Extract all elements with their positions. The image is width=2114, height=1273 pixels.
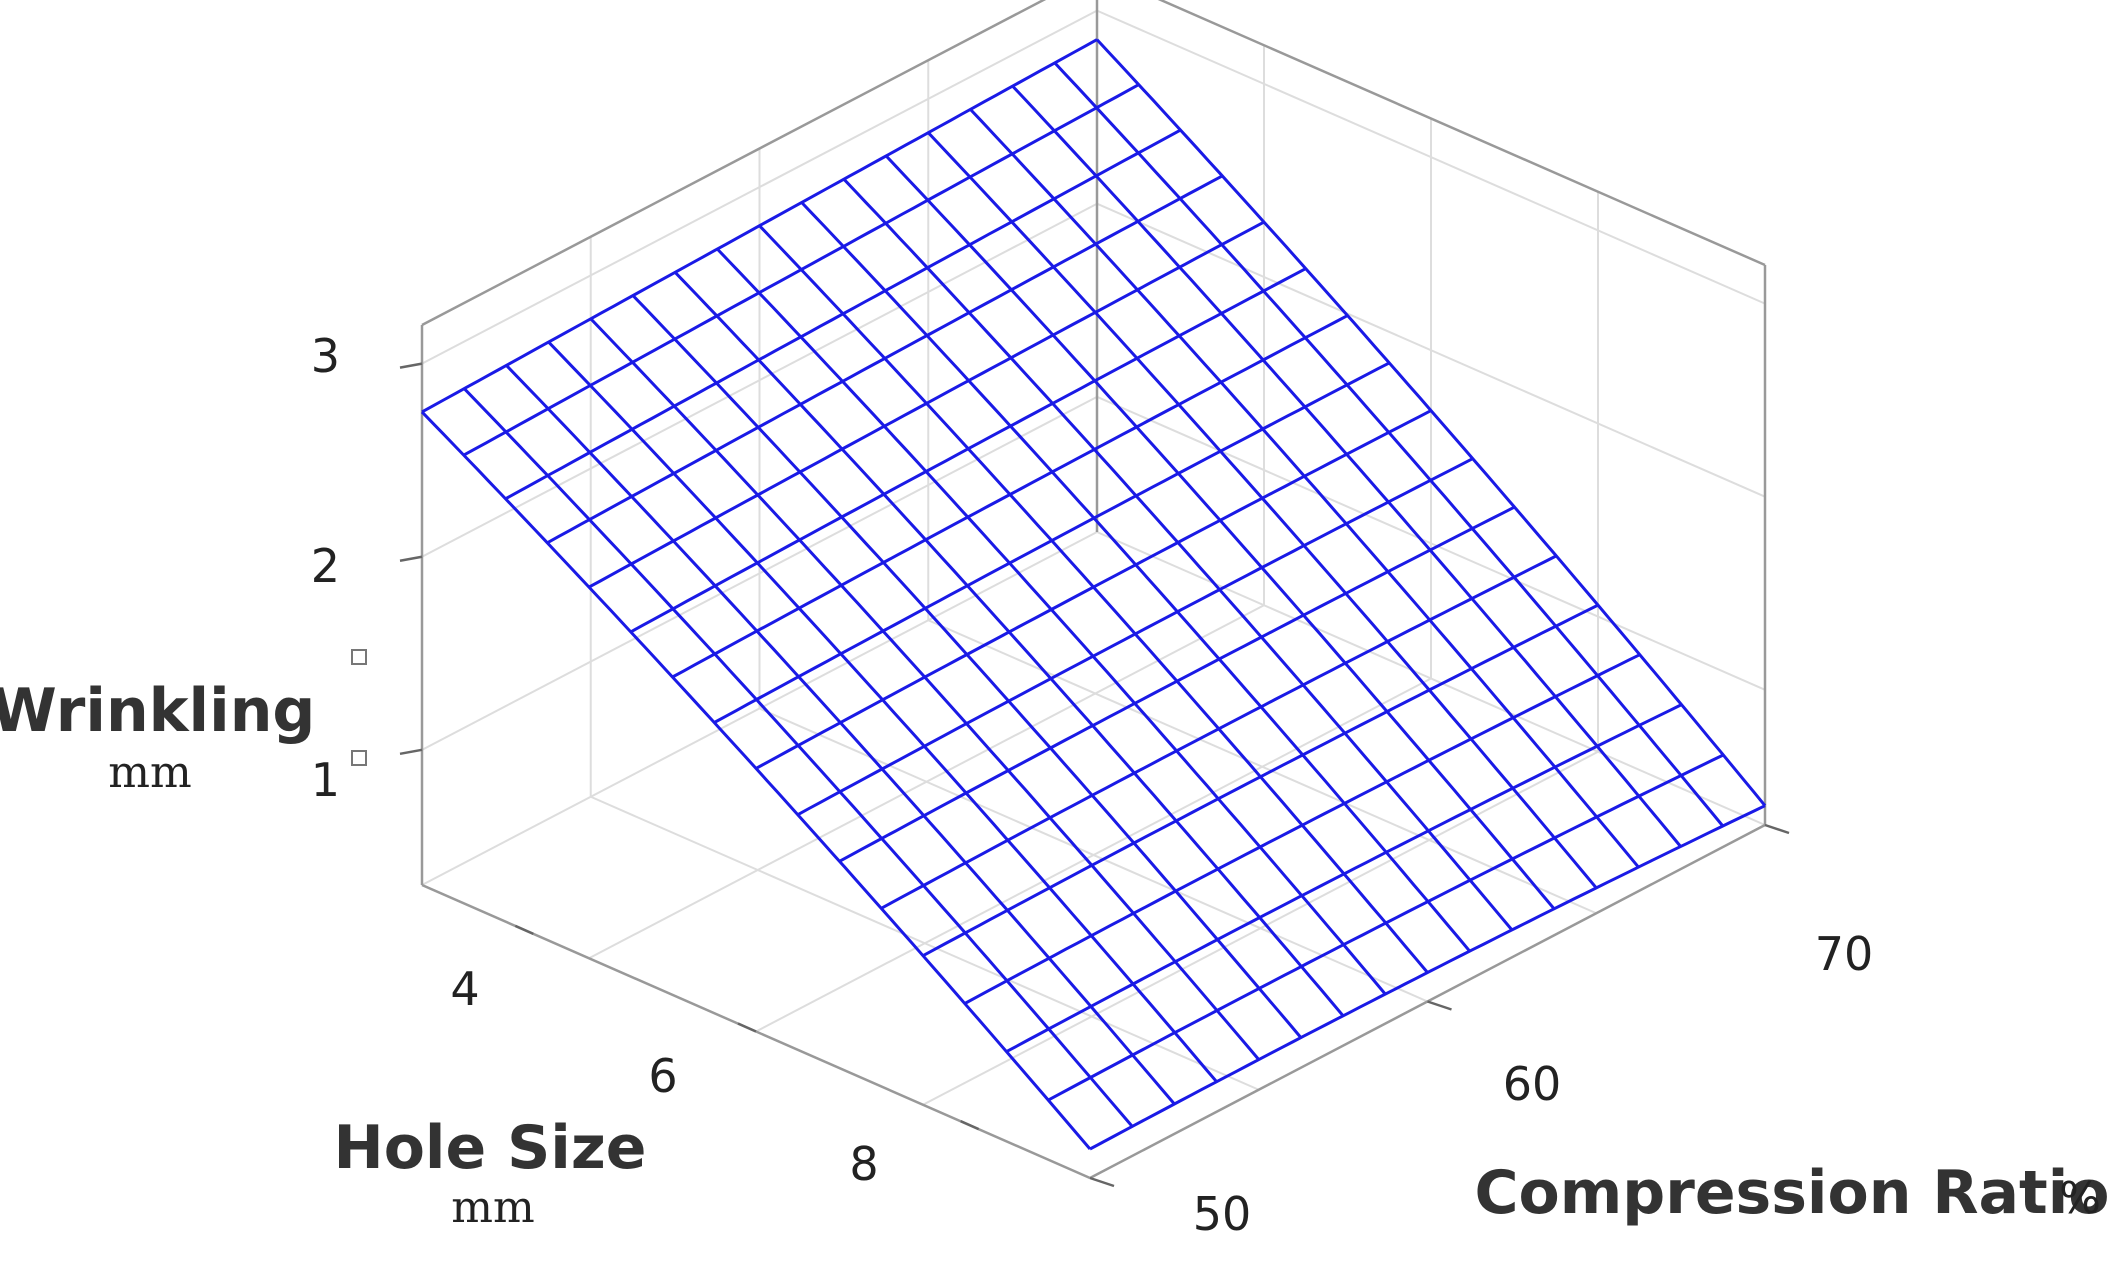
hole-size-axis-unit: mm [451, 1182, 534, 1233]
surface-line [800, 201, 1471, 953]
surface-line [674, 271, 1345, 1017]
hole-size-tick [960, 1120, 980, 1131]
compression-ratio-tick-label: 60 [1503, 1057, 1562, 1111]
surface-line [630, 267, 1307, 634]
z-tick-label: 1 [311, 753, 340, 807]
grid-line [755, 677, 1432, 1033]
hole-size-tick-label: 8 [849, 1137, 878, 1191]
surface-line [1005, 703, 1683, 1053]
surface-line [1089, 804, 1766, 1151]
surface-line [797, 457, 1474, 817]
hole-size-tick-label: 4 [450, 962, 479, 1016]
surface-line [964, 653, 1641, 1005]
grid-line [1096, 395, 1766, 691]
grid-line [922, 750, 1599, 1106]
compression-ratio-tick [1764, 823, 1790, 835]
surface-line [421, 38, 1098, 414]
surface-line [1047, 753, 1724, 1102]
surface-line [588, 220, 1265, 589]
surface-line [755, 409, 1432, 770]
z-tick-label: 3 [311, 329, 340, 383]
compression-ratio-axis-title: Compression Ratio [1475, 1158, 2110, 1228]
grid-line [421, 531, 1098, 886]
compression-ratio-axis-unit: % [2059, 1173, 2101, 1224]
surface-line [713, 361, 1390, 724]
surface-line [671, 314, 1349, 679]
compression-ratio-tick [1427, 1000, 1452, 1011]
compression-ratio-tick-label: 70 [1815, 927, 1874, 981]
surface-line [842, 178, 1514, 931]
surface-line [880, 554, 1557, 910]
z-axis-title: Wrinkling [0, 676, 315, 746]
box-edge [1157, 0, 1766, 267]
z-axis-unit: mm [108, 747, 191, 798]
surface-line [463, 83, 1140, 457]
surface-line [838, 505, 1516, 863]
z-tick [399, 362, 423, 369]
hole-size-tick [737, 1022, 757, 1033]
compression-ratio-tick [1089, 1176, 1115, 1188]
compression-ratio-tick-label: 50 [1193, 1187, 1252, 1241]
z-tick [399, 748, 423, 756]
grid-line [1096, 9, 1766, 305]
grid-line [421, 9, 1098, 365]
grid-line [588, 604, 1265, 960]
marker-square [351, 750, 367, 766]
surface-line [922, 603, 1599, 958]
surface-line [758, 224, 1429, 974]
marker-square [351, 649, 367, 665]
surface-line [631, 294, 1303, 1039]
hole-size-axis-title: Hole Size [334, 1113, 647, 1183]
surface-line [885, 154, 1556, 910]
grid-line [421, 395, 1098, 751]
surface-line [546, 174, 1224, 545]
box-edges [399, 0, 1790, 1188]
surface-line [504, 128, 1182, 501]
z-tick [399, 555, 423, 562]
surface-line [716, 247, 1387, 996]
box-edge [421, 0, 1047, 327]
hole-size-tick-label: 6 [648, 1049, 677, 1103]
z-tick-label: 2 [311, 539, 340, 593]
surface-mesh [420, 38, 1767, 1151]
hole-size-tick [514, 924, 534, 935]
